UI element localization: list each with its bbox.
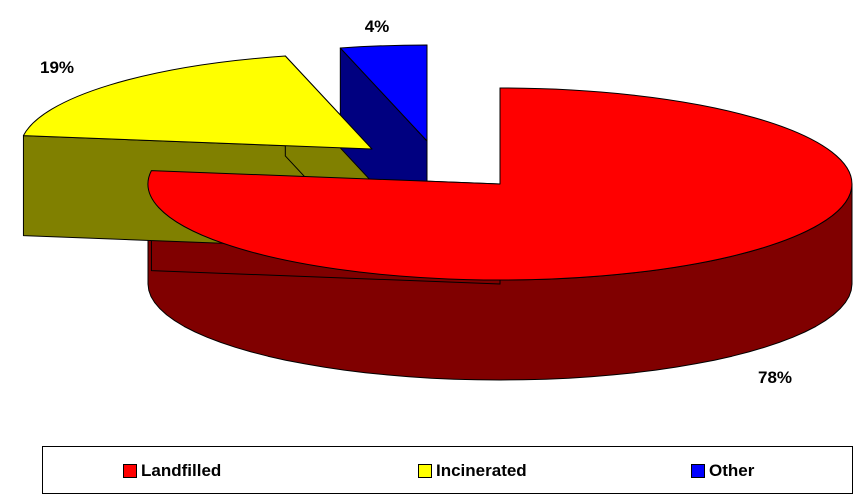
legend-label-other: Other (709, 461, 755, 480)
pie-tops (22, 44, 853, 281)
legend-item-incinerated: Incinerated (418, 461, 527, 481)
data-label-landfilled: 78% (758, 368, 792, 387)
pie-labels: 78% 19% 4% (40, 17, 792, 387)
legend-item-landfilled: Landfilled (123, 461, 221, 481)
legend-swatch-incinerated (418, 464, 432, 478)
legend-swatch-landfilled (123, 464, 137, 478)
chart-legend: Landfilled Incinerated Other (42, 446, 853, 494)
slice-other (339, 44, 428, 142)
legend-item-other: Other (691, 461, 754, 481)
slice-incinerated (22, 55, 373, 150)
legend-label-landfilled: Landfilled (141, 461, 222, 480)
legend-label-incinerated: Incinerated (436, 461, 527, 480)
slice-landfilled (147, 87, 853, 281)
pie-chart: 78% 19% 4% (22, 17, 853, 387)
data-label-other: 4% (365, 17, 390, 36)
legend-swatch-other (691, 464, 705, 478)
data-label-incinerated: 19% (40, 58, 74, 77)
